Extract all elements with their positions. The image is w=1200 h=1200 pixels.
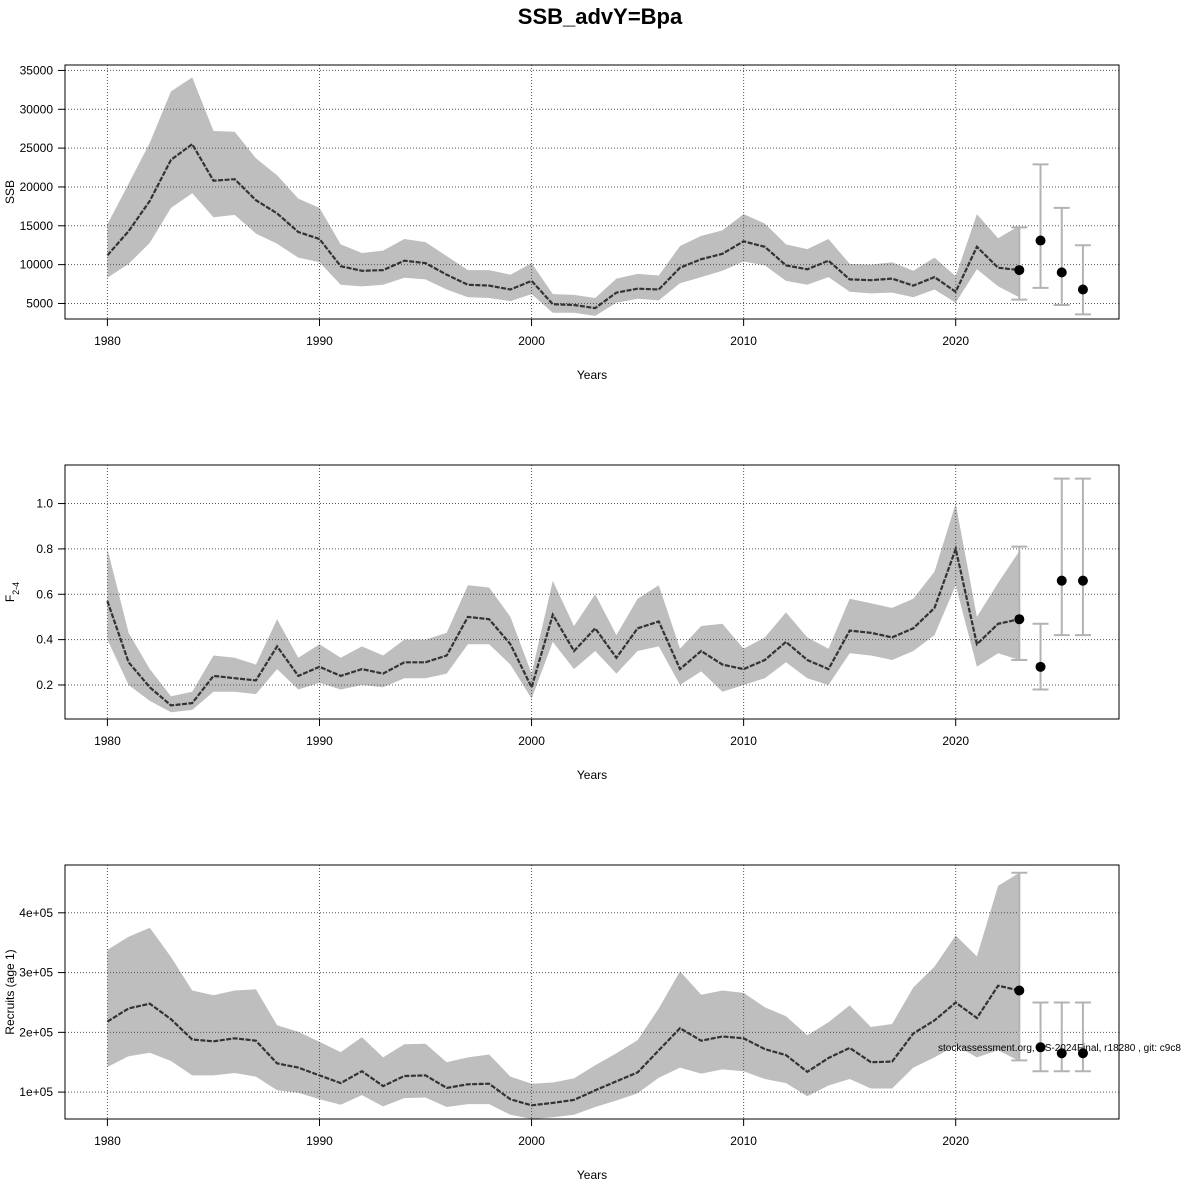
x-axis-label: Years (577, 768, 607, 782)
x-tick-label: 2000 (518, 734, 545, 748)
final-year-point (1014, 265, 1025, 276)
y-tick-label: 25000 (20, 141, 54, 155)
x-tick-label: 2020 (942, 734, 969, 748)
final-year-point (1014, 614, 1025, 625)
confidence-band (107, 503, 1020, 713)
forecast-point (1056, 1048, 1067, 1059)
y-axis-label: Recruits (age 1) (3, 949, 17, 1034)
x-tick-label: 2000 (518, 1134, 545, 1148)
estimate-line (106, 544, 1020, 707)
recruits-panel: 1980 1990 2000 2010 2020 1e+05 2e+05 3e+05 4e+05… (3, 864, 1120, 1182)
y-tick-label: 1.0 (36, 497, 53, 511)
y-tick-label: 20000 (20, 180, 54, 194)
x-tick-label: 1990 (306, 1134, 333, 1148)
chart-title: SSB_advY=Bpa (518, 4, 683, 29)
confidence-band (107, 77, 1020, 316)
confidence-band (107, 872, 1020, 1119)
y-tick-label: 15000 (20, 219, 54, 233)
forecast-point (1035, 1042, 1046, 1053)
plot-frame (64, 864, 1120, 1120)
forecast-point (1077, 575, 1088, 586)
x-tick-label: 1980 (94, 334, 121, 348)
x-tick-label: 1990 (306, 734, 333, 748)
y-tick-label: 0.6 (36, 587, 53, 601)
y-tick-label: 3e+05 (19, 966, 53, 980)
y-tick-label: 0.8 (36, 542, 53, 556)
y-tick-label: 0.2 (36, 678, 53, 692)
x-tick-label: 2000 (518, 334, 545, 348)
y-tick-label: 10000 (20, 258, 54, 272)
y-tick-label: 0.4 (36, 633, 53, 647)
forecast-point (1077, 284, 1088, 295)
plot-frame (64, 464, 1120, 720)
y-tick-label: 5000 (26, 296, 53, 310)
plot-frame (64, 64, 1120, 320)
x-tick-label: 1980 (94, 1134, 121, 1148)
y-tick-label: 2e+05 (19, 1025, 53, 1039)
y-tick-label: 1e+05 (19, 1085, 53, 1099)
forecast-point (1056, 267, 1067, 278)
forecast-point (1077, 1048, 1088, 1059)
x-tick-label: 2010 (730, 1134, 757, 1148)
y-tick-label: 30000 (20, 102, 54, 116)
y-axis-label: SSB (3, 180, 17, 204)
forecast-point (1035, 661, 1046, 672)
x-tick-label: 2020 (942, 334, 969, 348)
forecast-point (1056, 575, 1067, 586)
estimate-line (106, 984, 1020, 1107)
x-tick-label: 1990 (306, 334, 333, 348)
y-tick-label: 4e+05 (19, 906, 53, 920)
final-year-point (1014, 985, 1025, 996)
x-axis-label: Years (577, 368, 607, 382)
footnote: stockassessment.org, NS-2024Final, r1828… (938, 1043, 1181, 1054)
y-tick-label: 35000 (20, 63, 54, 77)
estimate-line (106, 142, 1020, 310)
forecast-point (1035, 235, 1046, 246)
y-axis-label: F2-4 (3, 582, 21, 602)
x-tick-label: 2020 (942, 1134, 969, 1148)
ssb-panel: 1980 1990 2000 2010 2020 5000 10000 15000 20000 2… (3, 63, 1120, 382)
x-tick-label: 2010 (730, 734, 757, 748)
x-tick-label: 2010 (730, 334, 757, 348)
fishing-mortality-panel: 1980 1990 2000 2010 2020 0.2 0.4 0.6 0.8 1.0 Years… (3, 464, 1120, 782)
x-axis-label: Years (577, 1168, 607, 1182)
x-tick-label: 1980 (94, 734, 121, 748)
